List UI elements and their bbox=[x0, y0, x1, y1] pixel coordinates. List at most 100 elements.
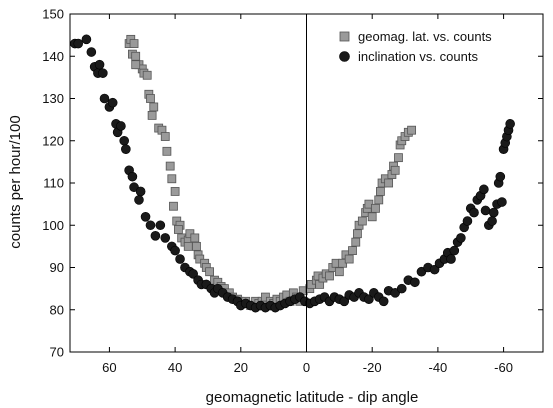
data-point-square bbox=[131, 60, 141, 70]
data-point-square bbox=[142, 70, 152, 80]
data-point-square bbox=[357, 216, 367, 226]
data-point-circle bbox=[410, 277, 420, 288]
data-point-square bbox=[374, 195, 384, 205]
legend-background bbox=[330, 24, 528, 68]
data-point-circle bbox=[487, 216, 497, 226]
data-point-square bbox=[394, 153, 403, 163]
y-tick-label: 70 bbox=[50, 345, 64, 360]
data-point-square bbox=[344, 254, 354, 264]
data-point-square bbox=[165, 161, 175, 171]
data-point-square bbox=[173, 225, 183, 234]
y-axis-title: counts per hour/100 bbox=[7, 115, 24, 248]
data-point-circle bbox=[364, 294, 374, 304]
data-point-square bbox=[167, 174, 177, 184]
data-point-circle bbox=[479, 184, 489, 195]
y-tick-label: 150 bbox=[42, 7, 64, 22]
data-point-circle bbox=[150, 231, 161, 241]
data-point-square bbox=[334, 267, 344, 277]
y-tick-label: 130 bbox=[42, 91, 64, 106]
data-point-square bbox=[407, 125, 417, 135]
data-point-circle bbox=[155, 220, 166, 231]
x-tick-label: 20 bbox=[234, 360, 248, 375]
data-point-circle bbox=[378, 296, 389, 307]
axis-layer: 70 80 90 100 110 120 130 140 150 60 40 20 0 -20 -40 -60 bbox=[42, 7, 544, 375]
y-tick-label: 110 bbox=[43, 176, 64, 191]
x-tick-label: -60 bbox=[494, 360, 513, 375]
data-point-square bbox=[348, 246, 357, 256]
series-1 bbox=[124, 34, 417, 310]
y-tick-label: 140 bbox=[42, 49, 64, 64]
data-point-circle bbox=[94, 59, 105, 70]
legend-label: geomag. lat. vs. counts bbox=[358, 29, 492, 44]
data-point-circle bbox=[446, 254, 456, 264]
legend-marker-square bbox=[339, 31, 350, 42]
data-point-square bbox=[131, 51, 141, 61]
data-point-square bbox=[353, 229, 362, 239]
data-point-circle bbox=[119, 135, 129, 146]
data-point-circle bbox=[107, 97, 118, 108]
data-point-circle bbox=[99, 93, 110, 104]
data-point-circle bbox=[497, 197, 507, 207]
y-tick-label: 120 bbox=[42, 133, 64, 148]
legend: geomag. lat. vs. counts inclination vs. c… bbox=[330, 24, 528, 68]
data-point-circle bbox=[488, 207, 499, 218]
x-axis-title: geomagnetic latitude - dip angle bbox=[206, 389, 419, 406]
data-point-circle bbox=[462, 216, 473, 226]
data-point-square bbox=[160, 132, 170, 141]
data-point-circle bbox=[160, 233, 171, 243]
data-point-circle bbox=[480, 205, 491, 216]
data-point-circle bbox=[505, 119, 515, 129]
y-tick-label: 80 bbox=[50, 302, 64, 317]
data-point-square bbox=[325, 271, 334, 281]
data-point-circle bbox=[121, 144, 131, 154]
x-tick-label: 40 bbox=[168, 360, 182, 375]
data-point-square bbox=[371, 203, 380, 213]
data-point-circle bbox=[98, 68, 108, 78]
data-point-square bbox=[384, 178, 394, 188]
x-tick-label: 60 bbox=[102, 360, 116, 375]
x-tick-label: -40 bbox=[428, 360, 447, 375]
data-point-circle bbox=[339, 296, 350, 307]
x-tick-label: 0 bbox=[303, 360, 310, 375]
data-point-circle bbox=[135, 186, 146, 197]
data-point-square bbox=[192, 241, 201, 251]
data-point-circle bbox=[456, 233, 466, 243]
data-point-circle bbox=[495, 171, 506, 182]
data-point-circle bbox=[469, 207, 479, 218]
data-point-circle bbox=[396, 283, 407, 294]
data-point-circle bbox=[429, 264, 440, 275]
legend-label: inclination vs. counts bbox=[358, 49, 478, 64]
data-point-circle bbox=[140, 212, 151, 222]
legend-marker-circle bbox=[339, 51, 350, 62]
data-point-square bbox=[376, 187, 385, 196]
data-point-square bbox=[183, 241, 193, 251]
data-point-square bbox=[169, 201, 178, 211]
data-point-circle bbox=[86, 47, 97, 57]
data-point-square bbox=[146, 94, 155, 103]
data-point-square bbox=[170, 187, 180, 196]
data-point-circle bbox=[134, 195, 144, 205]
data-point-circle bbox=[188, 269, 198, 279]
data-point-circle bbox=[449, 245, 460, 256]
data-point-square bbox=[149, 102, 159, 112]
data-point-square bbox=[390, 165, 400, 175]
data-point-square bbox=[351, 237, 361, 247]
y-tick-label: 90 bbox=[50, 260, 64, 275]
data-point-square bbox=[162, 146, 172, 156]
x-tick-label: -20 bbox=[363, 360, 382, 375]
data-point-circle bbox=[81, 34, 92, 45]
data-point-square bbox=[190, 233, 200, 243]
data-point-circle bbox=[170, 245, 180, 256]
series-2 bbox=[70, 34, 515, 313]
data-point-square bbox=[147, 111, 157, 120]
data-point-circle bbox=[145, 220, 156, 231]
data-point-circle bbox=[73, 38, 84, 49]
data-point-circle bbox=[116, 121, 126, 131]
data-point-square bbox=[205, 267, 215, 277]
data-point-circle bbox=[127, 171, 138, 182]
plot-layer bbox=[70, 34, 515, 313]
data-point-square bbox=[129, 39, 139, 48]
y-tick-label: 100 bbox=[42, 218, 64, 233]
data-point-circle bbox=[175, 254, 185, 264]
